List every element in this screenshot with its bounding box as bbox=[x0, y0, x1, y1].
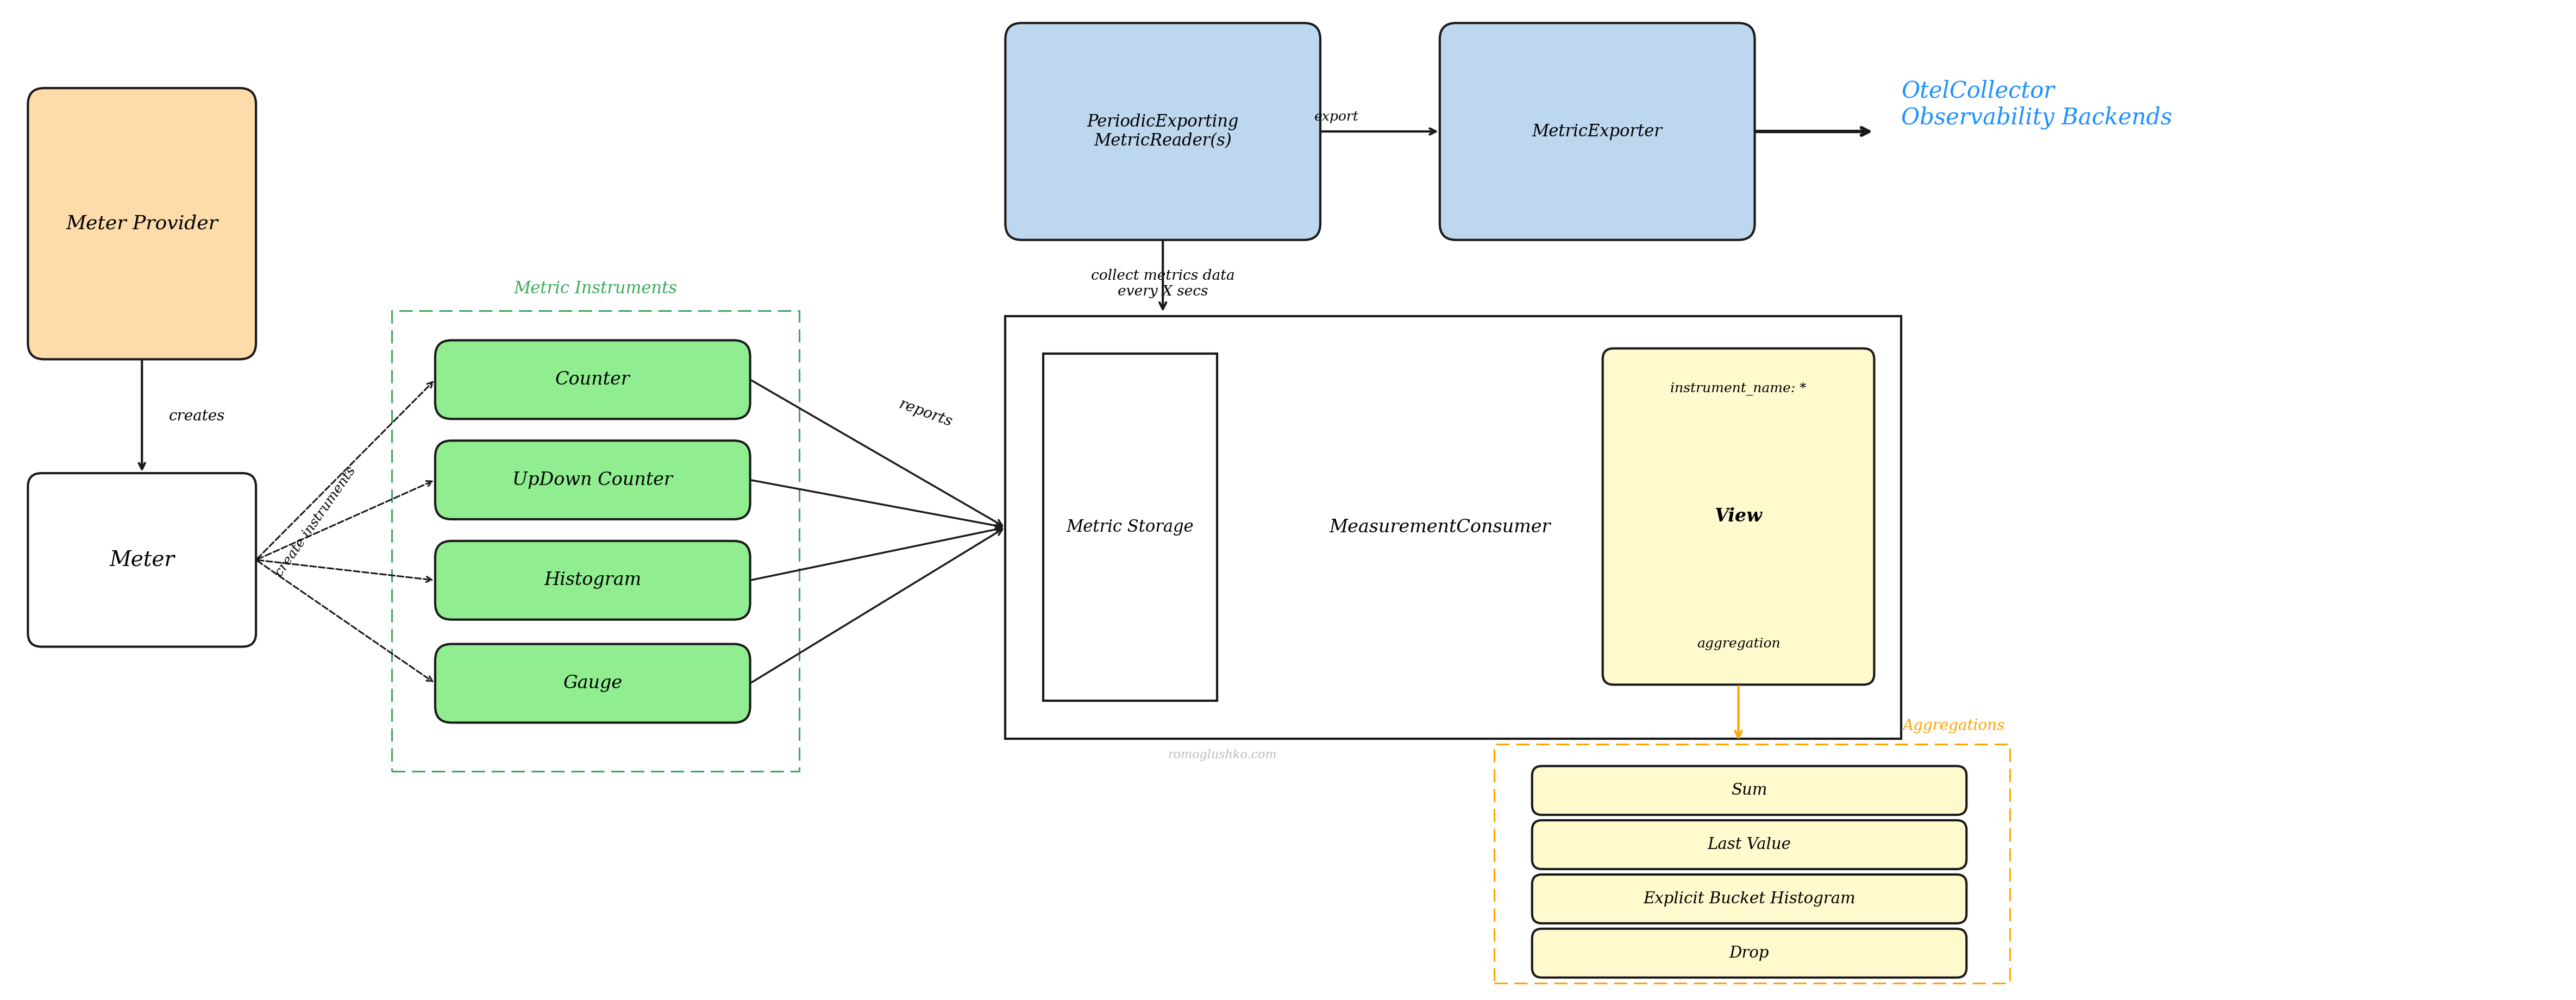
Text: Sum: Sum bbox=[1731, 783, 1767, 798]
Text: create instruments: create instruments bbox=[273, 465, 358, 579]
Text: Meter: Meter bbox=[108, 550, 175, 570]
Text: Metric Instruments: Metric Instruments bbox=[513, 280, 677, 297]
Text: Explicit Bucket Histogram: Explicit Bucket Histogram bbox=[1643, 891, 1855, 907]
Text: export: export bbox=[1314, 111, 1360, 123]
FancyBboxPatch shape bbox=[28, 88, 255, 359]
FancyBboxPatch shape bbox=[28, 473, 255, 647]
Text: View: View bbox=[1716, 508, 1762, 526]
Text: instrument_name: *: instrument_name: * bbox=[1669, 383, 1806, 396]
Text: Gauge: Gauge bbox=[564, 675, 623, 692]
Bar bbox=[1005, 316, 1901, 739]
Text: creates: creates bbox=[170, 409, 224, 424]
Text: Last Value: Last Value bbox=[1708, 837, 1790, 852]
FancyBboxPatch shape bbox=[435, 644, 750, 723]
Text: MetricExporter: MetricExporter bbox=[1533, 123, 1662, 140]
Text: UpDown Counter: UpDown Counter bbox=[513, 471, 672, 489]
FancyBboxPatch shape bbox=[435, 441, 750, 519]
Text: Drop: Drop bbox=[1728, 946, 1770, 961]
Text: collect metrics data
every X secs: collect metrics data every X secs bbox=[1092, 269, 1234, 298]
Bar bbox=[392, 310, 799, 771]
Text: reports: reports bbox=[896, 397, 953, 430]
FancyBboxPatch shape bbox=[1533, 929, 1965, 978]
Text: MeasurementConsumer: MeasurementConsumer bbox=[1329, 519, 1551, 536]
FancyBboxPatch shape bbox=[1533, 875, 1965, 923]
FancyBboxPatch shape bbox=[1533, 820, 1965, 869]
FancyBboxPatch shape bbox=[1602, 348, 1875, 685]
FancyBboxPatch shape bbox=[1440, 23, 1754, 240]
FancyBboxPatch shape bbox=[1005, 23, 1321, 240]
Text: PeriodicExporting
MetricReader(s): PeriodicExporting MetricReader(s) bbox=[1087, 113, 1239, 150]
Text: aggregation: aggregation bbox=[1698, 638, 1780, 650]
FancyBboxPatch shape bbox=[435, 340, 750, 419]
Text: Histogram: Histogram bbox=[544, 572, 641, 589]
Text: OtelCollector
Observability Backends: OtelCollector Observability Backends bbox=[1901, 80, 2172, 129]
Text: romoglushko.com: romoglushko.com bbox=[1167, 749, 1278, 761]
Text: Counter: Counter bbox=[556, 371, 631, 388]
Bar bbox=[1494, 744, 2009, 983]
Bar bbox=[1043, 354, 1216, 701]
Text: Metric Storage: Metric Storage bbox=[1066, 519, 1193, 536]
Text: Meter Provider: Meter Provider bbox=[67, 214, 219, 233]
Text: Aggregations: Aggregations bbox=[1901, 719, 2004, 733]
FancyBboxPatch shape bbox=[435, 541, 750, 620]
FancyBboxPatch shape bbox=[1533, 766, 1965, 815]
